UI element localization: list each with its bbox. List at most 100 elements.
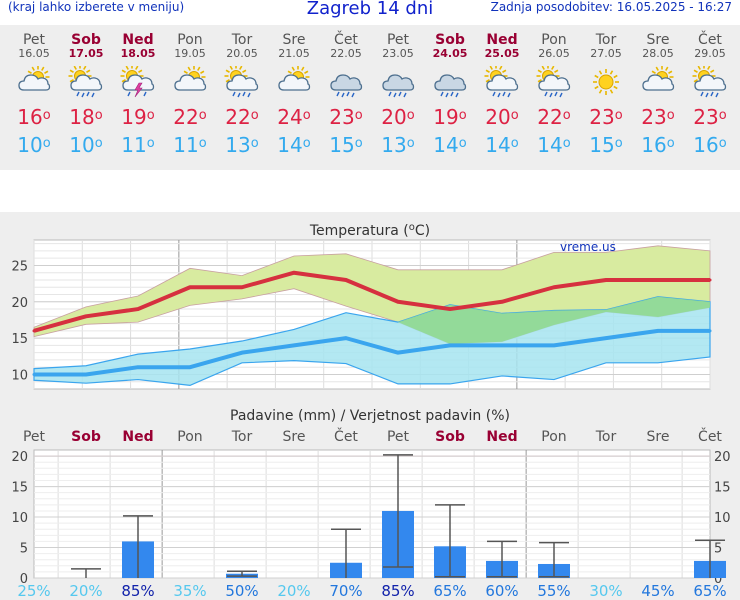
temperature-point — [708, 278, 712, 282]
precipitation-probability: 20% — [277, 582, 310, 600]
precipitation-day-label: Sob — [71, 429, 101, 445]
precipitation-day-label: Čet — [698, 427, 722, 445]
precipitation-day-label: Sre — [647, 429, 670, 445]
max-temperature: 20o — [485, 105, 519, 129]
precipitation-y-tick-left: 15 — [11, 481, 28, 496]
day-name: Pet — [22, 32, 46, 48]
day-date: 26.05 — [538, 47, 570, 60]
cloud-rain-icon — [382, 74, 415, 98]
max-temperature: 16o — [17, 105, 51, 129]
precipitation-day-label: Ned — [486, 429, 517, 445]
forecast-panel: Pet 16.05 16o 10o Sob 17.05 18o 10o Ned 18.05 19o 1… — [0, 25, 740, 170]
temperature-point — [136, 365, 140, 369]
precipitation-day-label: Pon — [177, 429, 202, 445]
temperature-point — [396, 351, 400, 355]
temperature-point — [448, 307, 452, 311]
min-temperature: 11o — [121, 133, 155, 157]
day-date: 27.05 — [590, 47, 622, 60]
sun-cloud-rain-icon — [224, 66, 259, 98]
watermark: vreme.us — [560, 240, 616, 254]
max-temperature: 19o — [433, 105, 467, 129]
temperature-point — [344, 278, 348, 282]
partly-cloudy-icon — [174, 66, 207, 91]
sun-cloud-rain-icon — [484, 66, 519, 98]
min-temperature: 16o — [641, 133, 675, 157]
max-temperature: 22o — [225, 105, 259, 129]
temperature-point — [396, 300, 400, 304]
precipitation-probability: 45% — [641, 582, 674, 600]
min-temperature: 11o — [173, 133, 207, 157]
min-temperature: 14o — [485, 133, 519, 157]
sun-cloud-rain-icon — [536, 66, 571, 98]
day-name: Sob — [435, 32, 465, 48]
day-date: 22.05 — [330, 47, 362, 60]
temperature-point — [292, 271, 296, 275]
day-name: Čet — [334, 32, 358, 48]
day-date: 29.05 — [694, 47, 726, 60]
precipitation-chart-title: Padavine (mm) / Verjetnost padavin (%) — [230, 408, 510, 424]
min-temperature: 15o — [589, 133, 623, 157]
day-name: Tor — [595, 32, 617, 48]
day-column: Sob 24.05 19o 14o — [424, 25, 476, 170]
max-temperature: 24o — [277, 105, 311, 129]
temperature-point — [32, 372, 36, 376]
temperature-point — [708, 329, 712, 333]
cloud-rain-icon — [434, 74, 467, 98]
temperature-y-tick: 15 — [11, 332, 28, 347]
day-date: 16.05 — [18, 47, 50, 60]
temperature-point — [500, 343, 504, 347]
min-temperature-line — [34, 328, 710, 377]
precipitation-day-label: Ned — [122, 429, 153, 445]
precipitation-y-tick-left: 20 — [11, 450, 28, 465]
day-name: Tor — [231, 32, 253, 48]
sun-cloud-rain-icon — [692, 66, 727, 98]
day-column: Sre 21.05 24o 14o — [268, 25, 320, 170]
day-name: Sob — [71, 32, 101, 48]
precipitation-day-label: Čet — [334, 427, 358, 445]
temperature-point — [552, 285, 556, 289]
day-column: Čet 29.05 23o 16o — [684, 25, 736, 170]
day-column: Ned 25.05 20o 14o — [476, 25, 528, 170]
sun-cloud-rain-icon — [68, 66, 103, 98]
top-bar: (kraj lahko izberete v meniju) Zagreb 14… — [0, 0, 740, 22]
day-column: Ned 18.05 19o 11o — [112, 25, 164, 170]
temperature-point — [344, 336, 348, 340]
precipitation-probability: 55% — [537, 582, 570, 600]
temperature-point — [656, 278, 660, 282]
day-date: 19.05 — [174, 47, 206, 60]
min-temperature: 10o — [17, 133, 51, 157]
min-temperature: 14o — [537, 133, 571, 157]
precipitation-probability: 85% — [381, 582, 414, 600]
precipitation-probability: 50% — [225, 582, 258, 600]
precipitation-y-tick-left: 0 — [20, 572, 28, 587]
temperature-point — [292, 343, 296, 347]
max-temperature: 23o — [329, 105, 363, 129]
min-temperature: 14o — [277, 133, 311, 157]
band-overlap-area — [34, 296, 710, 369]
temperature-point — [240, 285, 244, 289]
precipitation-y-tick-left: 5 — [20, 542, 28, 557]
partly-cloudy-icon — [642, 66, 675, 91]
day-column: Pet 16.05 16o 10o — [8, 25, 60, 170]
temperature-point — [240, 351, 244, 355]
day-date: 28.05 — [642, 47, 674, 60]
max-temperature: 23o — [693, 105, 727, 129]
temperature-point — [136, 307, 140, 311]
max-temperature: 19o — [121, 105, 155, 129]
min-temperature: 15o — [329, 133, 363, 157]
day-column: Pon 26.05 22o 14o — [528, 25, 580, 170]
temperature-y-tick: 10 — [11, 368, 28, 383]
temperature-point — [656, 329, 660, 333]
max-temperature: 23o — [589, 105, 623, 129]
max-temperature: 22o — [173, 105, 207, 129]
max-temperature: 20o — [381, 105, 415, 129]
precipitation-day-label: Sre — [283, 429, 306, 445]
max-temperature-line — [33, 270, 710, 333]
precipitation-probability: 30% — [589, 582, 622, 600]
min-temperature: 16o — [693, 133, 727, 157]
precipitation-day-label: Pet — [387, 429, 410, 445]
day-name: Pon — [177, 32, 203, 48]
partly-cloudy-icon — [278, 66, 311, 91]
day-date: 23.05 — [382, 47, 414, 60]
location-menu-hint[interactable]: (kraj lahko izberete v meniju) — [8, 0, 185, 14]
